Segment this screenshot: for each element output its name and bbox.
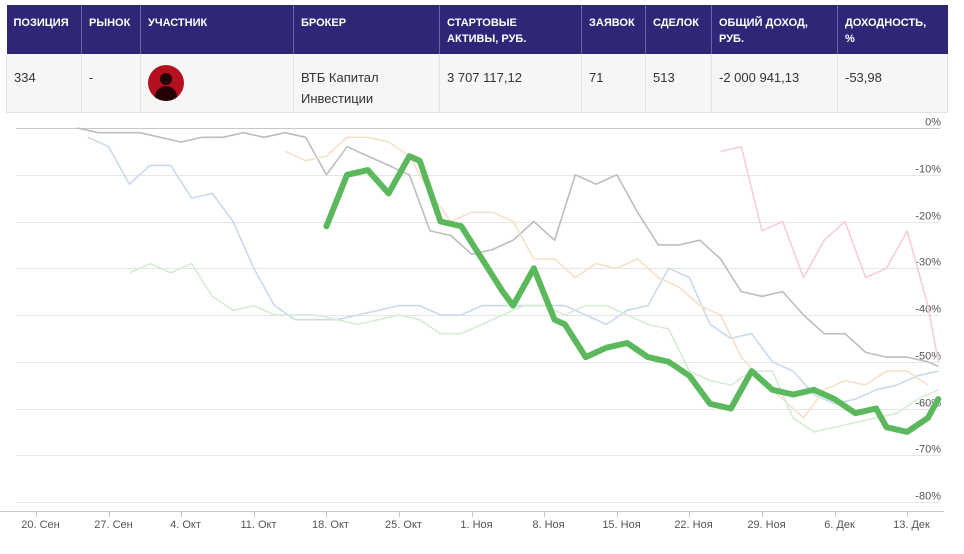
- y-tick-label: -20%: [915, 211, 941, 223]
- x-axis: 20. Сен 27. Сен 4. Окт 11. Окт 18. Окт 25. Ок…: [0, 511, 944, 531]
- x-tick-label: 8. Ноя: [532, 519, 564, 531]
- header-participant[interactable]: УЧАСТНИК: [140, 5, 294, 54]
- x-tick-label: 29. Ноя: [747, 519, 785, 531]
- y-tick-label: -80%: [915, 491, 941, 503]
- background-series: [77, 127, 940, 433]
- x-tick-label: 27. Сен: [94, 519, 132, 531]
- header-income[interactable]: ОБЩИЙ ДОХОД, РУБ.: [711, 5, 838, 54]
- x-tick-label: 1. Ноя: [460, 519, 492, 531]
- x-tick-label: 4. Окт: [170, 519, 201, 531]
- table-header-row: ПОЗИЦИЯ РЫНОК УЧАСТНИК БРОКЕР СТАРТОВЫЕ А…: [6, 5, 948, 54]
- header-market[interactable]: РЫНОК: [81, 5, 141, 54]
- cell-orders: 71: [581, 54, 646, 113]
- y-tick-label: -30%: [915, 257, 941, 269]
- chart-grid: [16, 128, 940, 503]
- cell-start-assets: 3 707 117,12: [439, 54, 582, 113]
- x-tick-label: 20. Сен: [21, 519, 59, 531]
- x-tick-label: 15. Ноя: [602, 519, 640, 531]
- y-tick-label: -10%: [915, 164, 941, 176]
- x-tick-label: 18. Окт: [312, 519, 349, 531]
- y-tick-label: 0%: [925, 117, 941, 129]
- user-avatar-icon[interactable]: [148, 65, 184, 101]
- avatar-body-shape: [155, 86, 177, 101]
- cell-yield: -53,98: [837, 54, 948, 113]
- cell-deals: 513: [645, 54, 712, 113]
- y-tick-label: -50%: [915, 351, 941, 363]
- series-line[interactable]: [87, 136, 939, 405]
- cell-participant: [140, 54, 294, 113]
- x-tick-label: 25. Окт: [385, 519, 422, 531]
- series-line[interactable]: [77, 127, 939, 368]
- x-tick-label: 6. Дек: [824, 519, 855, 531]
- header-start-assets[interactable]: СТАРТОВЫЕ АКТИВЫ, РУБ.: [439, 5, 582, 54]
- series-line[interactable]: [128, 262, 939, 433]
- series-line[interactable]: [720, 145, 940, 362]
- cell-market: -: [81, 54, 141, 113]
- avatar-head-shape: [160, 73, 172, 85]
- cell-broker: ВТБ Капитал Инвестиции: [293, 54, 440, 113]
- table-row[interactable]: 334 - ВТБ Капитал Инвестиции 3 707 117,12…: [6, 54, 948, 113]
- y-tick-label: -70%: [915, 444, 941, 456]
- header-broker[interactable]: БРОКЕР: [293, 5, 440, 54]
- header-yield[interactable]: ДОХОДНОСТЬ,%: [837, 5, 948, 54]
- highlighted-series: [323, 153, 942, 435]
- header-position[interactable]: ПОЗИЦИЯ: [6, 5, 82, 54]
- header-orders[interactable]: ЗАЯВОК: [581, 5, 646, 54]
- header-deals[interactable]: СДЕЛОК: [645, 5, 712, 54]
- cell-position: 334: [6, 54, 82, 113]
- x-tick-label: 11. Окт: [240, 519, 276, 531]
- series-line-main[interactable]: [323, 153, 942, 435]
- x-tick-label: 22. Ноя: [674, 519, 712, 531]
- cell-income: -2 000 941,13: [711, 54, 838, 113]
- results-table: ПОЗИЦИЯ РЫНОК УЧАСТНИК БРОКЕР СТАРТОВЫЕ А…: [6, 5, 948, 113]
- x-tick-label: 13. Дек: [893, 519, 930, 531]
